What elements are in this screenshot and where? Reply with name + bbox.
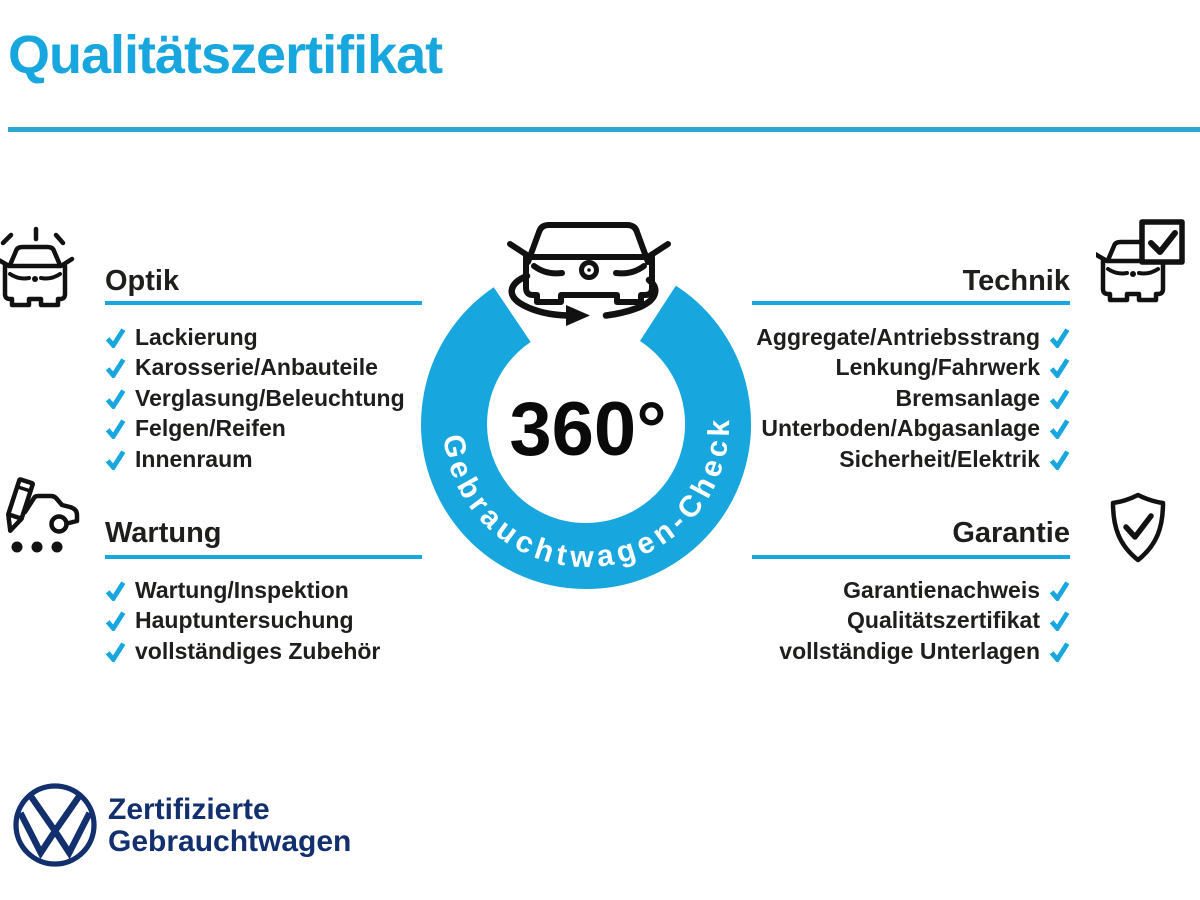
check-icon: [1049, 389, 1070, 409]
ring-graphic: Gebrauchtwagen-Check 360°: [421, 222, 752, 589]
degree-label: 360°: [509, 387, 666, 472]
check-item: Qualitätszertifikat: [710, 606, 1070, 637]
check-item: Felgen/Reifen: [105, 414, 465, 445]
check-icon: [105, 358, 126, 379]
vw-logo: [13, 783, 97, 867]
section-title-optik: Optik: [105, 265, 180, 297]
footer-claim-line2: Gebrauchtwagen: [108, 825, 352, 858]
car-checkbox-icon: [1096, 219, 1185, 303]
check-item-label: Aggregate/Antriebsstrang: [756, 323, 1040, 350]
check-icon: [1049, 450, 1070, 470]
check-icon: [105, 419, 126, 440]
pencil-car-icon: [6, 477, 80, 553]
check-item: Karosserie/Anbauteile: [105, 353, 465, 384]
title-divider: [8, 127, 1200, 132]
360-check-graphic: Gebrauchtwagen-Check 360°: [406, 200, 766, 600]
check-icon: [105, 581, 126, 601]
check-icon: [105, 328, 126, 348]
check-item: Hauptuntersuchung: [105, 606, 465, 637]
check-icon: [1049, 642, 1070, 662]
check-item: vollständige Unterlagen: [710, 636, 1070, 667]
section-underline: [105, 555, 422, 559]
check-item: Unterboden/Abgasanlage: [710, 414, 1070, 445]
footer-claim: Zertifizierte Gebrauchtwagen: [108, 794, 351, 858]
ring: [421, 285, 752, 589]
check-icon: [1049, 419, 1070, 440]
check-item-label: Hauptuntersuchung: [135, 607, 354, 634]
check-item-label: Wartung/Inspektion: [135, 576, 349, 603]
section-underline: [752, 555, 1070, 559]
check-item-label: Felgen/Reifen: [135, 415, 286, 442]
check-icon: [1049, 581, 1070, 601]
check-item: Verglasung/Beleuchtung: [105, 383, 465, 414]
check-item: Innenraum: [105, 444, 465, 475]
check-item-label: Karosserie/Anbauteile: [135, 354, 378, 381]
garantie-checklist: Garantienachweis Qualitätszertifikat vol…: [710, 575, 1070, 667]
section-title-garantie: Garantie: [952, 517, 1070, 549]
check-icon: [1049, 328, 1070, 348]
check-icon: [105, 389, 126, 409]
check-icon: [105, 611, 126, 632]
check-icon: [105, 642, 126, 662]
optik-checklist: Lackierung Karosserie/Anbauteile Verglas…: [105, 322, 465, 475]
section-underline: [105, 301, 422, 305]
page-title: Qualitätszertifikat: [8, 25, 443, 85]
check-item-label: Bremsanlage: [895, 384, 1040, 411]
check-item-label: Verglasung/Beleuchtung: [135, 384, 405, 411]
technik-checklist: Aggregate/Antriebsstrang Lenkung/Fahrwer…: [710, 322, 1070, 475]
check-item: Bremsanlage: [710, 383, 1070, 414]
check-item-label: Qualitätszertifikat: [847, 607, 1040, 634]
check-item-label: Unterboden/Abgasanlage: [761, 415, 1040, 442]
check-item: Lenkung/Fahrwerk: [710, 353, 1070, 384]
shield-check-icon: [1110, 492, 1166, 563]
check-item-label: Innenraum: [135, 445, 253, 472]
check-item: vollständiges Zubehör: [105, 636, 465, 667]
section-title-wartung: Wartung: [105, 517, 222, 549]
section-title-technik: Technik: [962, 265, 1070, 297]
check-icon: [1049, 611, 1070, 632]
check-item-label: Lackierung: [135, 323, 258, 350]
section-underline: [752, 301, 1070, 305]
check-item-label: Lenkung/Fahrwerk: [835, 354, 1040, 381]
footer-claim-line1: Zertifizierte: [108, 793, 270, 826]
check-item: Garantienachweis: [710, 575, 1070, 606]
check-item-label: vollständige Unterlagen: [779, 637, 1040, 664]
check-item: Sicherheit/Elektrik: [710, 444, 1070, 475]
check-item-label: vollständiges Zubehör: [135, 637, 381, 664]
check-item: Aggregate/Antriebsstrang: [710, 322, 1070, 353]
check-item: Lackierung: [105, 322, 465, 353]
check-item: Wartung/Inspektion: [105, 575, 465, 606]
check-icon: [105, 450, 126, 470]
check-icon: [1049, 358, 1070, 379]
car-shine-icon: [0, 226, 75, 308]
wartung-checklist: Wartung/Inspektion Hauptuntersuchung vol…: [105, 575, 465, 667]
rotating-car-icon: [507, 222, 671, 326]
check-item-label: Garantienachweis: [843, 576, 1040, 603]
check-item-label: Sicherheit/Elektrik: [839, 445, 1040, 472]
